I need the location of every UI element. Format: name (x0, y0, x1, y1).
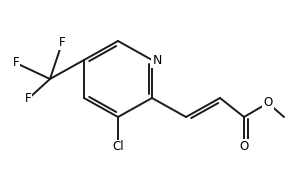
Text: Cl: Cl (112, 141, 124, 154)
Text: N: N (152, 54, 162, 67)
Text: F: F (59, 36, 65, 49)
Text: O: O (263, 96, 273, 109)
Text: O: O (239, 140, 248, 153)
Text: F: F (13, 56, 19, 69)
Text: F: F (25, 93, 31, 106)
